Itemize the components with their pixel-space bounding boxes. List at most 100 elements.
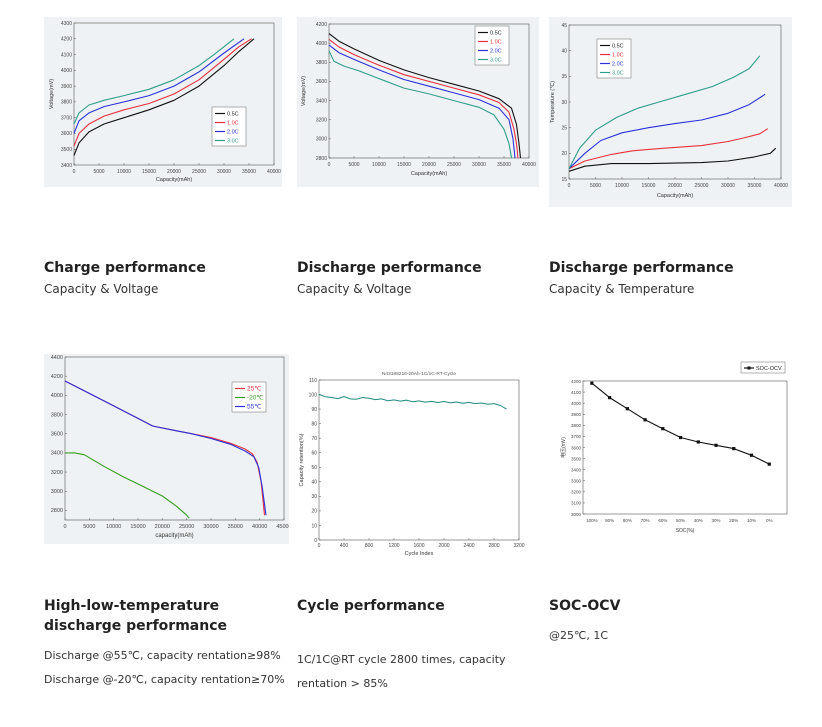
- x-tick-label: 60%: [658, 518, 667, 523]
- legend-label: 1.0C: [612, 53, 624, 59]
- y-tick-label: 4100: [61, 52, 72, 58]
- x-tick-label: 40000: [522, 162, 536, 168]
- legend-label: -20℃: [247, 395, 264, 402]
- y-tick-label: 2800: [51, 508, 63, 514]
- legend-label: 55℃: [247, 404, 262, 411]
- legend-label: 2.0C: [612, 62, 624, 68]
- y-tick-label: 10: [311, 523, 317, 529]
- cycle-chart: N43188216-20Ah-1C/1C-RT-Cycle 0 10 20 30 40 50…: [297, 364, 529, 564]
- x-tick-label: 35000: [228, 524, 243, 530]
- y-tick-label: 4200: [316, 22, 327, 28]
- x-axis-label: Capacity(mAh): [156, 177, 193, 183]
- card-title: Cycle performance: [297, 598, 445, 614]
- legend-label: 25℃: [247, 386, 262, 393]
- y-tick-label: 60: [311, 451, 317, 457]
- x-tick-label: 10000: [372, 162, 386, 168]
- x-tick-label: 40%: [694, 518, 703, 523]
- y-axis-label: Voltage(mV): [301, 76, 307, 106]
- data-point: [643, 418, 647, 422]
- x-tick-label: 45000: [276, 524, 289, 530]
- y-tick-label: 3600: [51, 432, 63, 438]
- card-title: Charge performance: [44, 260, 206, 276]
- x-tick-label: 25000: [695, 183, 709, 189]
- y-tick-label: 40: [311, 480, 317, 486]
- y-tick-label: 4100: [571, 390, 582, 395]
- charge-chart: 3400 3500 3600 3700 3800 3900 4000 4100 4200 4300…: [44, 17, 282, 187]
- x-tick-label: 50%: [676, 518, 685, 523]
- data-point: [678, 435, 683, 440]
- y-tick-label: 30: [311, 494, 317, 500]
- data-point: [714, 443, 718, 447]
- card-title: SOC-OCV: [549, 598, 621, 614]
- y-tick-label: 3600: [61, 131, 72, 137]
- x-tick-label: 400: [340, 543, 349, 549]
- y-tick-label: 70: [311, 436, 317, 442]
- x-axis-label: Capacity(mAh): [411, 171, 448, 177]
- soc-ocv-chart: 3000 3100 3200 3300 3400 3500 3600 3700 3800 3900…: [553, 356, 793, 538]
- x-tick-label: 15000: [642, 183, 656, 189]
- y-tick-label: 4000: [571, 401, 582, 406]
- y-tick-label: 3000: [316, 137, 327, 143]
- x-tick-label: 80%: [623, 518, 632, 523]
- y-axis-label: Capacity retention(%): [299, 433, 305, 486]
- y-tick-label: 4200: [51, 374, 63, 380]
- data-point: [749, 453, 754, 457]
- series-line: [568, 147, 777, 172]
- series-line: [568, 128, 769, 170]
- x-tick-label: 70%: [641, 518, 650, 523]
- y-axis-label: Voltage(mV): [49, 79, 55, 109]
- legend-label: 3.0C: [227, 139, 239, 145]
- series-line: [73, 38, 252, 147]
- x-tick-label: 30%: [712, 518, 721, 523]
- x-tick-label: 1600: [413, 543, 424, 549]
- card-title: Discharge performance: [549, 260, 734, 276]
- x-tick-label: 3200: [513, 543, 524, 549]
- y-tick-label: 4000: [51, 393, 63, 399]
- card-title: Discharge performance: [297, 260, 482, 276]
- y-axis-label: Temperature (℃): [550, 81, 556, 123]
- x-tick-label: 90%: [605, 518, 614, 523]
- x-tick-label: 10000: [615, 183, 629, 189]
- y-tick-label: 90: [311, 407, 317, 413]
- legend-label: 2.0C: [227, 130, 239, 136]
- y-tick-label: 35: [561, 74, 567, 80]
- y-tick-label: 20: [311, 509, 317, 515]
- x-tick-label: 0: [328, 162, 331, 168]
- legend-label: 1.0C: [227, 121, 239, 127]
- x-tick-label: 15000: [142, 169, 156, 175]
- y-tick-label: 3500: [61, 147, 72, 153]
- x-tick-label: 5000: [83, 524, 95, 530]
- data-point: [625, 407, 629, 411]
- x-tick-label: 35000: [748, 183, 762, 189]
- series-line: [64, 380, 267, 516]
- plot-frame: [582, 380, 788, 515]
- x-tick-label: 0: [63, 524, 66, 530]
- x-tick-label: 0: [568, 183, 571, 189]
- legend-label: SOC-OCV: [756, 366, 782, 372]
- x-tick-label: 1200: [388, 543, 399, 549]
- y-tick-label: 3600: [316, 79, 327, 85]
- x-tick-label: 25000: [447, 162, 461, 168]
- y-tick-label: 3100: [571, 501, 582, 506]
- x-tick-label: 35000: [242, 169, 256, 175]
- series-line: [65, 452, 190, 519]
- x-tick-label: 30000: [203, 524, 218, 530]
- x-tick-label: 20000: [155, 524, 170, 530]
- data-point: [590, 381, 594, 385]
- x-tick-label: 25000: [179, 524, 194, 530]
- y-tick-label: 3800: [51, 412, 63, 418]
- legend-label: 0.5C: [227, 112, 239, 118]
- high-low-temperature-chart: 2800 3000 3200 3400 3600 3800 4000 4200 4400 0 500…: [44, 354, 289, 544]
- y-tick-label: 3800: [571, 423, 582, 428]
- y-tick-label: 3200: [316, 118, 327, 124]
- y-axis-label: 电压(mV): [560, 437, 567, 458]
- series-line: [73, 38, 255, 156]
- y-tick-label: 4400: [51, 355, 63, 361]
- x-tick-label: 800: [365, 543, 374, 549]
- y-tick-label: 3900: [571, 412, 582, 417]
- y-tick-label: 15: [561, 177, 567, 183]
- discharge-voltage-chart: 2800 3000 3200 3400 3600 3800 4000 4200 0 5000 100…: [297, 17, 539, 187]
- card-line-1: Discharge @55℃, capacity rentation≥98%: [44, 649, 281, 662]
- chart-title: N43188216-20Ah-1C/1C-RT-Cycle: [382, 371, 456, 377]
- legend-label: 0.5C: [490, 31, 502, 37]
